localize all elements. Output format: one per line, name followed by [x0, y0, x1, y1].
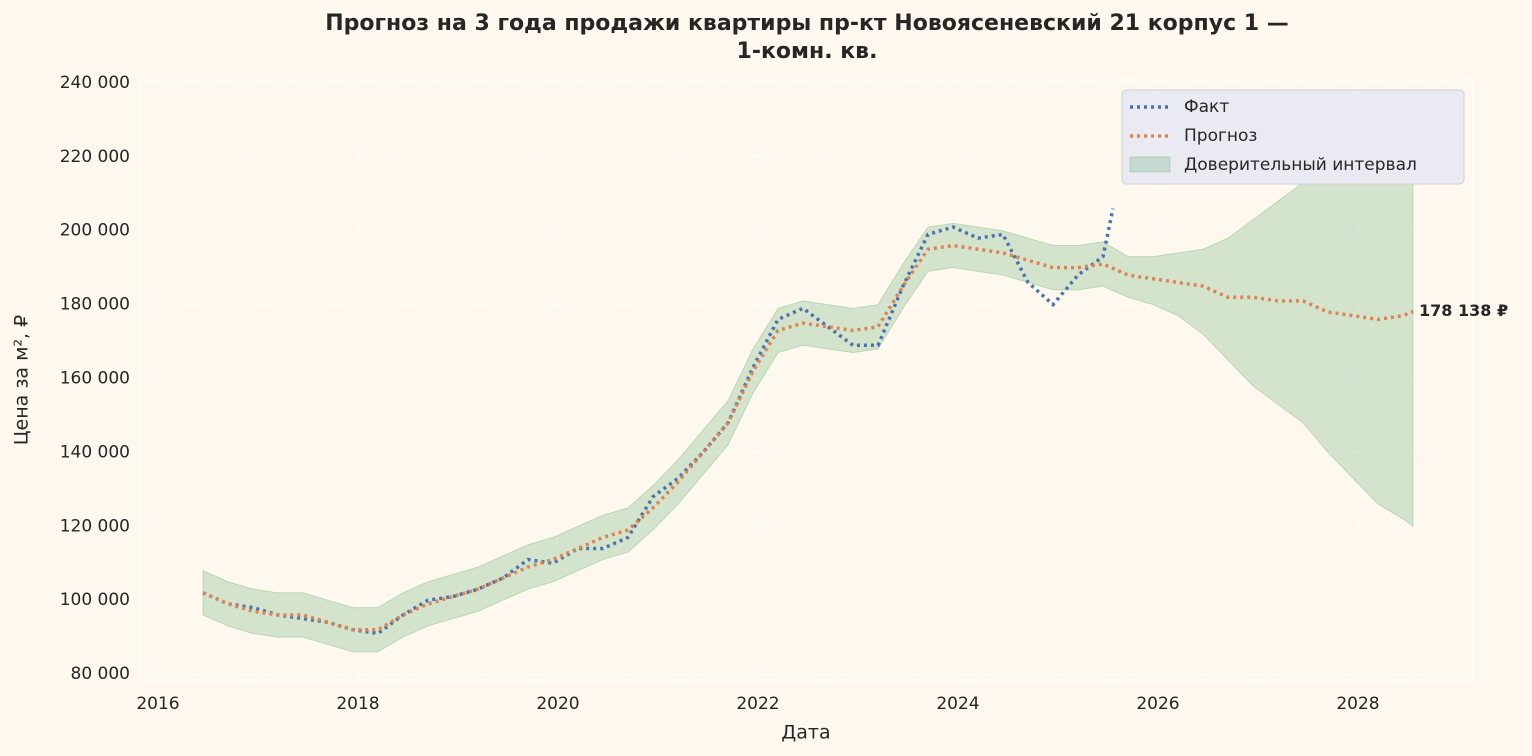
- legend-box: [1121, 89, 1465, 185]
- x-tick-label: 2022: [736, 694, 779, 714]
- y-tick-label: 200 000: [60, 221, 130, 241]
- series-line: [202, 208, 1115, 636]
- y-tick-label: 220 000: [60, 147, 130, 167]
- x-tick-label: 2028: [1336, 694, 1379, 714]
- y-tick-label: 80 000: [71, 664, 130, 684]
- y-tick-label: 160 000: [60, 369, 130, 389]
- x-tick-label: 2018: [336, 694, 379, 714]
- legend-label: Прогноз: [1184, 126, 1257, 146]
- confidence-band: [202, 107, 1414, 653]
- y-tick-label: 120 000: [60, 516, 130, 536]
- y-tick-label: 240 000: [60, 73, 130, 93]
- x-tick-label: 2026: [1136, 694, 1179, 714]
- value-label: 178 138 ₽: [1419, 301, 1508, 320]
- legend-label: Доверительный интервал: [1184, 155, 1417, 175]
- y-tick-label: 100 000: [60, 590, 130, 610]
- x-tick-label: 2020: [536, 694, 579, 714]
- legend-swatch: [1129, 156, 1171, 173]
- legend-label: Факт: [1184, 97, 1229, 117]
- x-axis-label: Дата: [781, 722, 830, 744]
- chart-title: Прогноз на 3 года продажи квартиры пр-кт…: [325, 11, 1289, 64]
- y-tick-label: 180 000: [60, 295, 130, 315]
- x-tick-label: 2024: [936, 694, 979, 714]
- y-axis-label: Цена за м², ₽: [11, 315, 33, 445]
- y-tick-label: 140 000: [60, 442, 130, 462]
- x-tick-label: 2016: [136, 694, 179, 714]
